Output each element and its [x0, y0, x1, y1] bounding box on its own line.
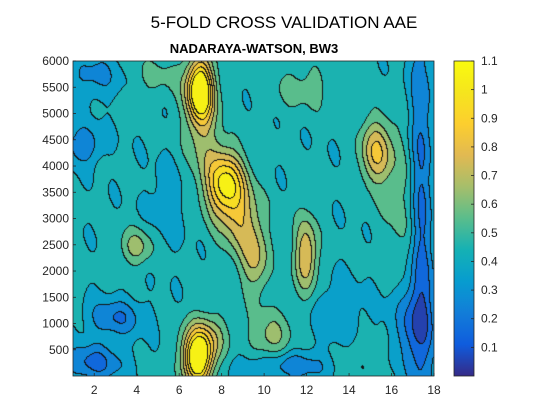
colorbar-tick-label: 0.7	[481, 169, 498, 183]
plot-area: 2 4 6 8 10 12 14 16 18 500 1000 1500 2000 2500 3000 35…	[42, 54, 441, 397]
x-tick-label: 10	[257, 383, 271, 397]
x-tick-label: 4	[133, 383, 140, 397]
x-tick-label: 14	[342, 383, 356, 397]
y-tick-label: 4000	[42, 159, 69, 173]
colorbar-tick-label: 0.3	[481, 283, 498, 297]
x-tick-label: 2	[91, 383, 98, 397]
x-tick-label: 16	[385, 383, 399, 397]
colorbar-tick-label: 1.1	[481, 54, 498, 68]
colorbar-tick-label: 0.1	[481, 340, 498, 354]
colorbar-tick-label: 0.9	[481, 111, 498, 125]
contour-fill	[73, 61, 434, 376]
y-axis: 500 1000 1500 2000 2500 3000 3500 4000 4500 5000 5…	[42, 54, 76, 357]
y-tick-label: 6000	[42, 54, 69, 68]
x-axis: 2 4 6 8 10 12 14 16 18	[91, 373, 441, 397]
plot-title: NADARAYA-WATSON, BW3	[170, 41, 339, 56]
x-tick-label: 12	[300, 383, 314, 397]
y-tick-label: 500	[49, 343, 69, 357]
y-tick-label: 1000	[42, 317, 69, 331]
x-tick-label: 8	[218, 383, 225, 397]
y-tick-label: 1500	[42, 290, 69, 304]
y-tick-label: 5000	[42, 107, 69, 121]
y-tick-label: 2000	[42, 264, 69, 278]
y-tick-label: 2500	[42, 238, 69, 252]
colorbar-tick-label: 0.5	[481, 226, 498, 240]
y-tick-label: 3000	[42, 212, 69, 226]
colorbar-gradient	[453, 60, 475, 377]
x-tick-label: 18	[427, 383, 441, 397]
colorbar-tick-label: 0.8	[481, 140, 498, 154]
y-tick-label: 5500	[42, 80, 69, 94]
colorbar-tick-label: 0.2	[481, 312, 498, 326]
colorbar-tick-label: 0.6	[481, 197, 498, 211]
colorbar-tick-label: 1	[481, 83, 488, 97]
x-tick-label: 6	[176, 383, 183, 397]
figure-suptitle: 5-FOLD CROSS VALIDATION AAE	[151, 13, 418, 32]
y-tick-label: 3500	[42, 185, 69, 199]
colorbar: 0.1 0.2 0.3 0.4 0.5 0.6 0.7 0.8 0.9 1 1.1	[453, 54, 498, 377]
colorbar-ticks: 0.1 0.2 0.3 0.4 0.5 0.6 0.7 0.8 0.9 1 1.1	[471, 54, 498, 354]
colorbar-tick-label: 0.4	[481, 254, 498, 268]
y-tick-label: 4500	[42, 133, 69, 147]
contour-plot	[73, 61, 434, 376]
